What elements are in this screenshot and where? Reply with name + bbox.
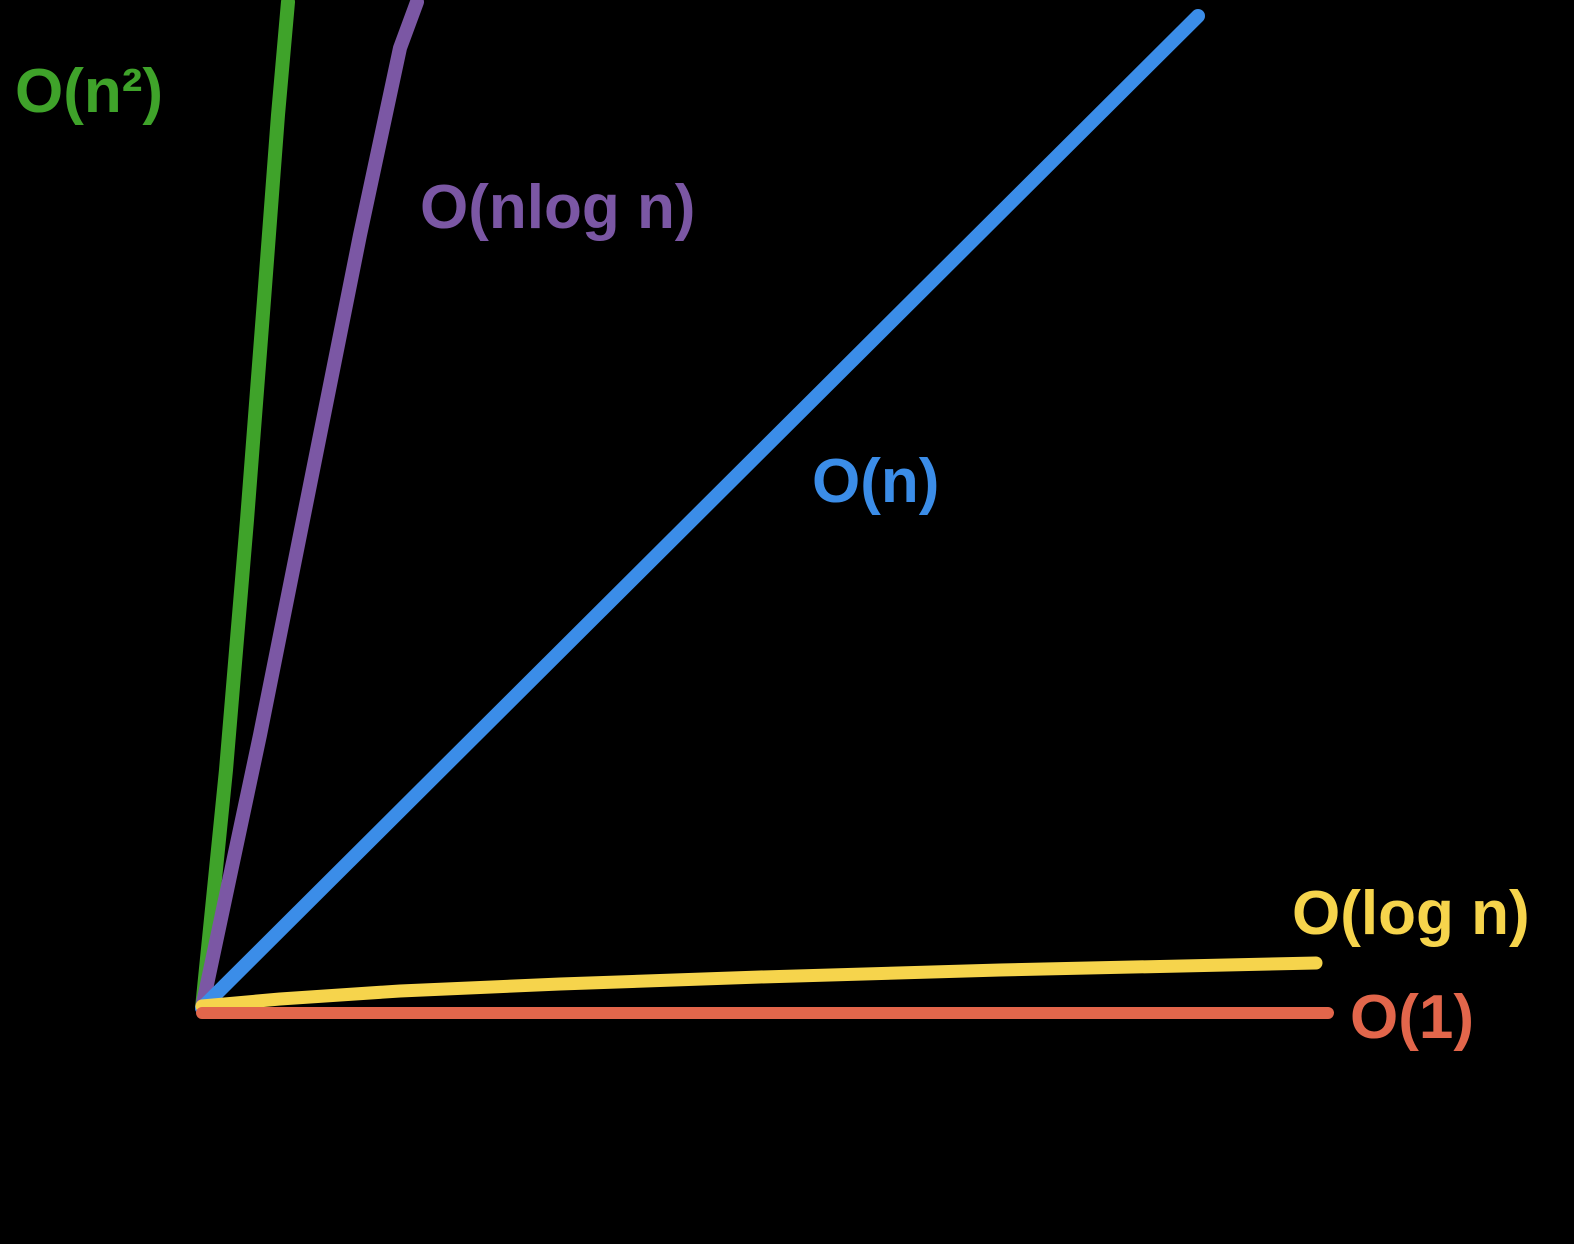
series-line-o-nlogn bbox=[195, 0, 424, 1015]
series-label-o-n: O(n) bbox=[812, 447, 939, 516]
series-line-o-n bbox=[195, 9, 1205, 1015]
series-label-o-nlogn: O(nlog n) bbox=[420, 173, 695, 242]
series-label-o-n2: O(n²) bbox=[15, 57, 163, 126]
series-label-o-1: O(1) bbox=[1350, 983, 1474, 1052]
series-line-o-n2 bbox=[195, 0, 295, 1015]
series-line-o-logn bbox=[195, 956, 1323, 1013]
series-label-o-logn: O(log n) bbox=[1292, 879, 1530, 948]
